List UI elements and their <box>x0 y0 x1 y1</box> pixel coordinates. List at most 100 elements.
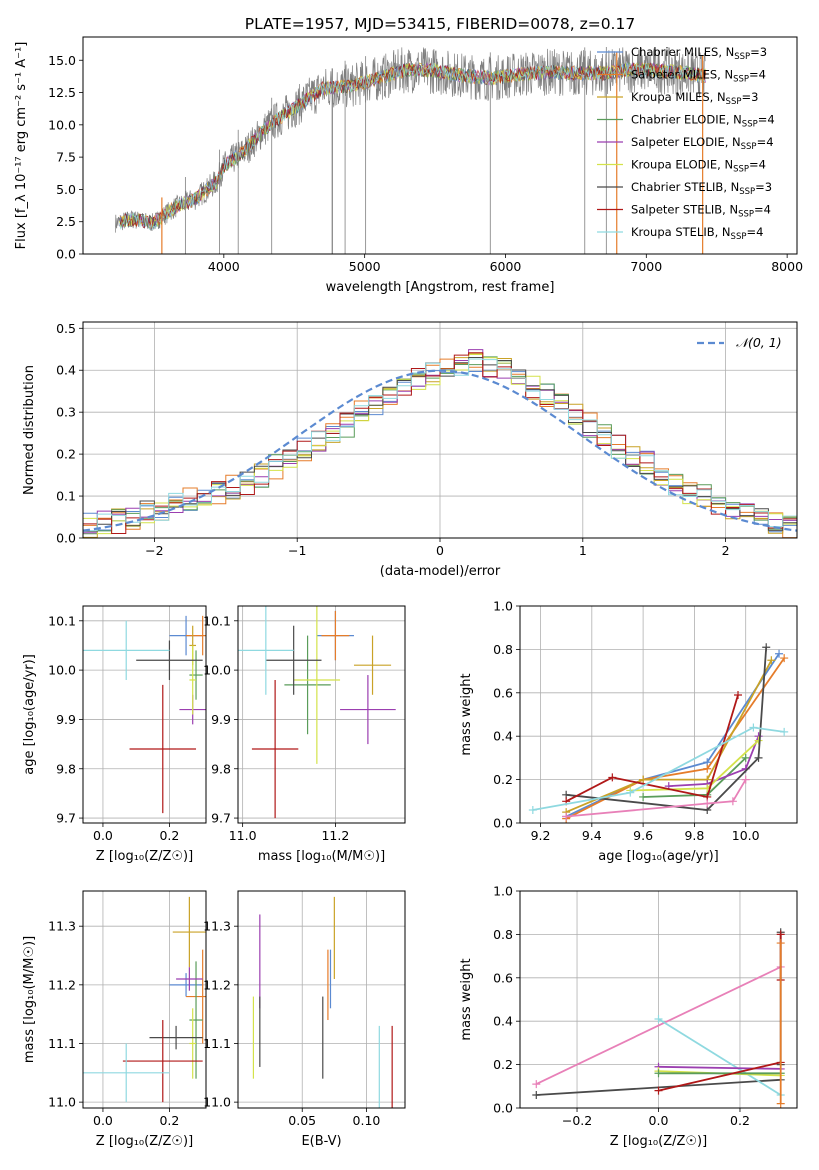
x-axis-label: E(B-V) <box>301 1134 341 1149</box>
y-tick-label: 0.3 <box>56 405 76 420</box>
x-tick-label: 9.6 <box>633 828 653 843</box>
y-tick-label: 11.0 <box>48 1095 76 1110</box>
weight-marker <box>741 775 750 784</box>
plot-area <box>83 615 206 814</box>
y-tick-label: 0.4 <box>56 363 76 378</box>
x-tick-label: 1 <box>579 543 587 558</box>
y-tick-label: 11.3 <box>48 919 76 934</box>
y-tick-label: 10.0 <box>48 117 76 132</box>
y-tick-label: 15.0 <box>48 53 76 68</box>
y-axis-label: mass weight <box>459 958 474 1040</box>
weight-series-9 <box>532 726 785 811</box>
x-tick-label: 0 <box>436 543 444 558</box>
axes-frame <box>519 890 798 1109</box>
weight-marker <box>639 775 648 784</box>
weight-series-3 <box>658 1018 782 1096</box>
legend-label: Chabrier STELIB, NSSP=3 <box>631 180 772 197</box>
x-axis-label: Z [log₁₀(Z/Z☉)] <box>96 849 193 864</box>
legend-label: Kroupa STELIB, NSSP=4 <box>631 225 763 242</box>
age-vs-metallicity-panel: 0.0 0.2 9.7 9.8 9.9 10.0 10.1 Z [log₁₀(Z/Z☉)] ag… <box>22 605 207 864</box>
weight-marker <box>776 1099 785 1108</box>
age-vs-mass-panel: 11.0 11.2 9.7 9.8 9.9 10.0 10.1 mass [log₁₀(M/M… <box>203 605 406 864</box>
weight-marker <box>626 788 635 797</box>
y-axis-label: mass [log₁₀(M/M☉)] <box>22 936 37 1063</box>
weight-marker <box>639 792 648 801</box>
y-tick-label: 0.4 <box>493 729 513 744</box>
x-tick-label: 2 <box>722 543 730 558</box>
x-tick-label: 9.4 <box>582 828 602 843</box>
plot-area <box>252 896 393 1108</box>
axes-frame <box>237 605 406 824</box>
weight-marker <box>762 643 771 652</box>
plot-area <box>238 606 396 819</box>
weight-marker <box>703 764 712 773</box>
weight-series-7 <box>566 647 768 811</box>
x-tick-label: 5000 <box>349 259 381 274</box>
weight-marker <box>703 799 712 808</box>
x-tick-label: 0.2 <box>730 1113 750 1128</box>
legend-label: Kroupa MILES, NSSP=3 <box>631 90 758 107</box>
y-tick-label: 0.4 <box>493 1014 513 1029</box>
x-tick-label: −0.2 <box>562 1113 592 1128</box>
normal-curve <box>83 369 797 532</box>
y-tick-label: 11.3 <box>203 919 231 934</box>
weight-series-3 <box>565 659 773 813</box>
weight-marker <box>780 727 789 736</box>
x-tick-label: 9.2 <box>531 828 551 843</box>
legend-label: Salpeter MILES, NSSP=4 <box>631 68 766 85</box>
y-tick-label: 0.5 <box>56 321 76 336</box>
y-tick-label: 11.2 <box>203 977 231 992</box>
y-axis-label: Flux [f_λ 10⁻¹⁷ erg cm⁻² s⁻¹ A⁻¹] <box>14 42 29 250</box>
mass-weight-vs-age-panel: 9.2 9.4 9.6 9.8 10.0 0.0 0.2 0.4 0.6 0.8 1.0 age [l… <box>459 599 798 864</box>
histogram-series-8 <box>83 352 797 534</box>
weight-series-10 <box>566 779 747 818</box>
weight-series-7 <box>658 1061 781 1092</box>
y-tick-label: 12.5 <box>48 85 76 100</box>
y-tick-label: 0.1 <box>56 489 76 504</box>
x-tick-label: 10.0 <box>732 828 760 843</box>
weight-marker <box>754 736 763 745</box>
spectrum-panel: 4000 5000 6000 7000 8000 0.0 2.5 5.0 7.5 10.0 12.5… <box>14 36 803 295</box>
legend-label: 𝒩(0, 1) <box>736 335 782 350</box>
mass-vs-metallicity-panel: 0.0 0.2 11.0 11.1 11.2 11.3 Z [log₁₀(Z/Z☉)] mas… <box>22 890 207 1149</box>
y-tick-label: 9.7 <box>211 811 231 826</box>
y-tick-label: 7.5 <box>56 150 76 165</box>
observed-spectrum <box>115 47 706 233</box>
weight-series-2 <box>565 657 785 820</box>
x-tick-label: 8000 <box>771 259 803 274</box>
y-tick-label: 10.1 <box>48 613 76 628</box>
weight-marker <box>749 723 758 732</box>
x-tick-label: 7000 <box>630 259 662 274</box>
legend-label: Salpeter ELODIE, NSSP=4 <box>631 135 774 152</box>
y-tick-label: 11.1 <box>203 1036 231 1051</box>
x-tick-label: −2 <box>145 543 163 558</box>
y-tick-label: 10.0 <box>203 663 231 678</box>
weight-marker <box>754 753 763 762</box>
mass-vs-extinction-panel: 0.05 0.10 11.0 11.1 11.2 11.3 E(B-V) <box>203 890 406 1149</box>
y-tick-label: 10.0 <box>48 663 76 678</box>
x-tick-label: 0.0 <box>93 828 113 843</box>
x-axis-label: wavelength [Angstrom, rest frame] <box>326 280 555 295</box>
weight-marker <box>528 805 537 814</box>
legend-label: Kroupa ELODIE, NSSP=4 <box>631 158 766 175</box>
y-tick-label: 10.1 <box>203 613 231 628</box>
legend-label: Chabrier MILES, NSSP=3 <box>631 45 767 62</box>
x-axis-label: mass [log₁₀(M/M☉)] <box>258 849 385 864</box>
plot-area <box>83 896 206 1103</box>
model-spectrum-series-9 <box>119 62 706 231</box>
weight-marker <box>654 1086 663 1095</box>
x-tick-label: 0.10 <box>353 1113 381 1128</box>
weight-marker <box>734 690 743 699</box>
x-tick-label: 4000 <box>208 259 240 274</box>
y-tick-label: 11.2 <box>48 977 76 992</box>
axes-frame <box>519 605 798 824</box>
weight-marker <box>767 656 776 665</box>
y-tick-label: 9.8 <box>56 761 76 776</box>
x-axis-label: Z [log₁₀(Z/Z☉)] <box>610 1134 707 1149</box>
y-axis-label: Normed distribution <box>22 365 37 495</box>
y-tick-label: 1.0 <box>493 884 513 899</box>
y-tick-label: 0.8 <box>493 642 513 657</box>
weight-marker <box>741 753 750 762</box>
y-tick-label: 0.6 <box>493 685 513 700</box>
